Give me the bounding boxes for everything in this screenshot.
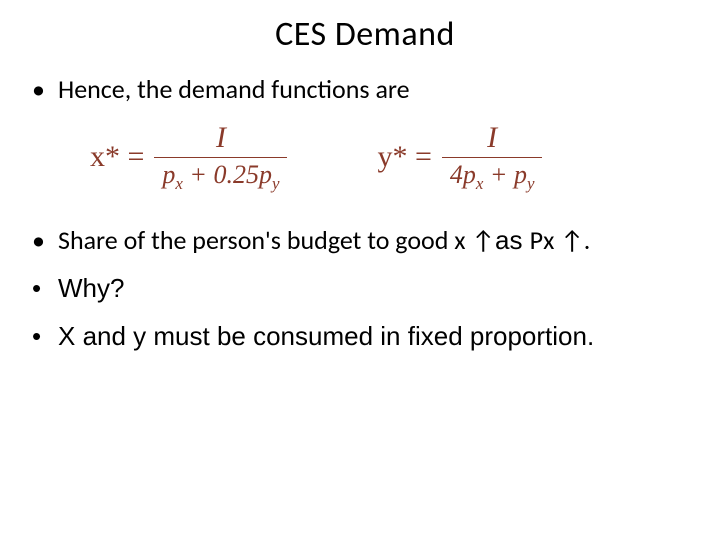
bullet-4: X and y must be consumed in fixed propor… [30, 320, 700, 354]
bullet-list-2: Share of the person's budget to good x ↑… [30, 224, 700, 353]
slide: CES Demand Hence, the demand functions a… [0, 0, 720, 540]
bullet-list: Hence, the demand functions are [30, 73, 700, 107]
bullet-2-as: as [495, 225, 530, 255]
bullet-1-text: Hence, the demand functions are [58, 73, 410, 105]
bullet-2-pre: Share of the person's budget to good x ↑ [58, 224, 495, 256]
formula-y: y* = I 4px + py [377, 121, 542, 194]
bullet-3-text: Why? [58, 273, 124, 303]
formula-x-denominator: px + 0.25py [154, 157, 287, 194]
formula-y-numerator: I [479, 121, 505, 157]
formula-x-numerator: I [208, 121, 234, 157]
formula-y-denominator: 4px + py [442, 157, 543, 194]
bullet-2: Share of the person's budget to good x ↑… [30, 224, 700, 258]
bullet-4-text: X and y must be consumed in fixed propor… [58, 321, 594, 351]
formula-x: x* = I px + 0.25py [90, 121, 287, 194]
bullet-3: Why? [30, 272, 700, 306]
formula-x-lhs: x* = [90, 140, 144, 174]
formula-row: x* = I px + 0.25py y* = I 4px + py [90, 121, 700, 194]
bullet-2-px: Px ↑. [530, 224, 591, 256]
bullet-1: Hence, the demand functions are [30, 73, 700, 107]
formula-x-fraction: I px + 0.25py [154, 121, 287, 194]
formula-y-lhs: y* = [377, 140, 431, 174]
formula-y-fraction: I 4px + py [442, 121, 543, 194]
slide-title: CES Demand [30, 14, 700, 55]
